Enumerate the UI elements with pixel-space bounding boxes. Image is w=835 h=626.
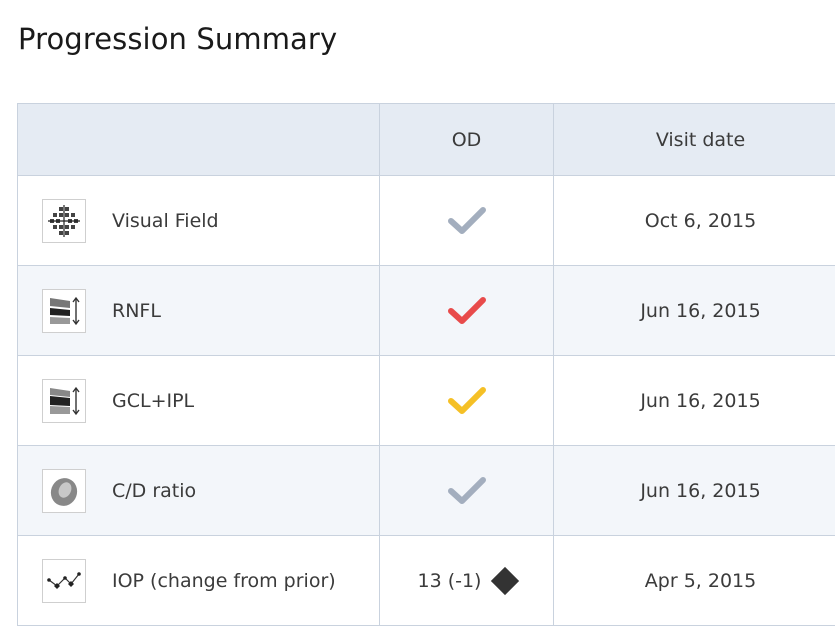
parameter-name: IOP (change from prior) <box>112 569 336 592</box>
parameter-cell: RNFL <box>17 265 380 356</box>
visit-date-cell: Apr 5, 2015 <box>553 535 835 626</box>
check-icon <box>447 386 486 414</box>
iop-value: 13 <box>417 569 442 592</box>
iop-change: (-1) <box>447 569 482 592</box>
parameter-name-wrap: IOP (change from prior) <box>18 536 379 625</box>
parameter-name-wrap: GCL+IPL <box>18 356 379 445</box>
od-status-cell <box>379 355 554 446</box>
parameter-cell: C/D ratio <box>17 445 380 536</box>
parameter-cell: IOP (change from prior) <box>17 535 380 626</box>
header-parameter <box>17 103 380 176</box>
parameter-cell: GCL+IPL <box>17 355 380 446</box>
parameter-name: GCL+IPL <box>112 389 195 412</box>
iop-trend-icon <box>42 558 86 603</box>
table-header-row: OD Visit date <box>17 103 835 176</box>
visual-field-icon <box>42 198 86 243</box>
parameter-name-wrap: RNFL <box>18 266 379 355</box>
parameter-name-wrap: Visual Field <box>18 176 379 265</box>
table-row-gcl-ipl[interactable]: GCL+IPL Jun 16, 2015 <box>17 355 835 446</box>
table-row-iop[interactable]: IOP (change from prior) 13 (-1) Apr 5, 2… <box>17 535 835 626</box>
visit-date-cell: Jun 16, 2015 <box>553 445 835 536</box>
table-row-cd-ratio[interactable]: C/D ratio Jun 16, 2015 <box>17 445 835 536</box>
visit-date-cell: Jun 16, 2015 <box>553 355 835 446</box>
parameter-name: RNFL <box>112 299 161 322</box>
parameter-name: Visual Field <box>112 209 219 232</box>
check-icon <box>447 206 486 234</box>
parameter-name-wrap: C/D ratio <box>18 446 379 535</box>
visit-date-cell: Jun 16, 2015 <box>553 265 835 356</box>
iop-value-group: 13 (-1) <box>417 566 520 595</box>
table-row-visual-field[interactable]: Visual Field Oct 6, 2015 <box>17 175 835 266</box>
check-icon <box>447 296 486 324</box>
od-status-cell <box>379 175 554 266</box>
od-status-cell <box>379 445 554 536</box>
header-od: OD <box>379 103 554 176</box>
visit-date-cell: Oct 6, 2015 <box>553 175 835 266</box>
diamond-icon <box>491 566 520 595</box>
gcl-ipl-icon <box>42 378 86 423</box>
od-status-cell <box>379 265 554 356</box>
header-visit-date: Visit date <box>553 103 835 176</box>
od-value-cell: 13 (-1) <box>379 535 554 626</box>
progression-summary-table: OD Visit date <box>17 103 835 626</box>
page-title: Progression Summary <box>18 22 338 56</box>
cd-ratio-icon <box>42 468 86 513</box>
parameter-cell: Visual Field <box>17 175 380 266</box>
parameter-name: C/D ratio <box>112 479 197 502</box>
check-icon <box>447 476 486 504</box>
rnfl-icon <box>42 288 86 333</box>
table-row-rnfl[interactable]: RNFL Jun 16, 2015 <box>17 265 835 356</box>
